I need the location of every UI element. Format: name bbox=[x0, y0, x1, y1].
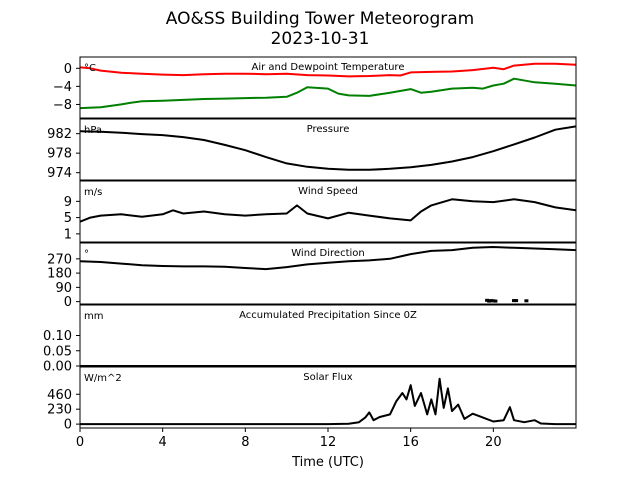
wind_direction-scatter-point-7 bbox=[524, 299, 529, 303]
pressure-frame bbox=[79, 118, 577, 181]
panel-precipitation: 0.100.050.00 mm Accumulated Precipitation … bbox=[43, 304, 577, 375]
panel-pressure: 982 978 974 hPa Pressure bbox=[47, 118, 577, 181]
temperature-frame bbox=[79, 56, 577, 119]
solar_flux-ytick-label-1: 230 bbox=[47, 403, 72, 418]
pressure-ytick-label-1: 978 bbox=[47, 147, 72, 162]
solar_flux-unit-label: W/m^2 bbox=[84, 373, 122, 384]
wind_speed-ytick-label-0: 9 bbox=[64, 195, 72, 210]
solar_flux-ytick-label-0: 460 bbox=[47, 388, 72, 403]
x-axis: 0 4 8 12 16 20 bbox=[76, 428, 502, 450]
pressure-series-line-0 bbox=[80, 125, 576, 171]
wind_direction-data bbox=[80, 246, 576, 303]
wind_direction-series-line-0 bbox=[80, 246, 576, 271]
wind_speed-unit-label: m/s bbox=[84, 187, 102, 198]
figure-title: AO&SS Building Tower Meteorogram bbox=[166, 9, 474, 29]
wind_speed-data bbox=[80, 198, 576, 223]
wind_direction-ytick-label-2: 90 bbox=[55, 281, 72, 296]
xtick-label-1: 4 bbox=[159, 435, 167, 450]
temperature-title: Air and Dewpoint Temperature bbox=[252, 62, 405, 73]
temperature-ytick-label-2: −8 bbox=[53, 98, 72, 113]
x-axis-label: Time (UTC) bbox=[291, 455, 364, 470]
wind_direction-unit-label: ° bbox=[84, 249, 89, 260]
precipitation-ytick-label-0: 0.10 bbox=[43, 329, 72, 344]
wind_speed-frame bbox=[79, 180, 577, 243]
xtick-label-3: 12 bbox=[320, 435, 337, 450]
wind_direction-scatter-point-5 bbox=[512, 299, 516, 303]
wind_direction-scatter-point-6 bbox=[514, 299, 519, 303]
solar_flux-ytick-label-2: 0 bbox=[64, 418, 72, 433]
wind_speed-series-line-0 bbox=[80, 198, 576, 223]
xtick-label-4: 16 bbox=[402, 435, 419, 450]
wind_direction-scatter-point-3 bbox=[491, 299, 496, 303]
solar_flux-title: Solar Flux bbox=[303, 372, 353, 383]
temperature-series-line-1 bbox=[80, 77, 576, 110]
temperature-unit-label: °C bbox=[84, 63, 96, 74]
wind_speed-ytick-label-1: 5 bbox=[64, 211, 72, 226]
xtick-label-5: 20 bbox=[485, 435, 502, 450]
wind_speed-ytick-label-2: 1 bbox=[64, 227, 72, 242]
precipitation-unit-label: mm bbox=[84, 311, 103, 322]
wind_direction-ytick-label-3: 0 bbox=[64, 295, 72, 310]
solar_flux-series-line-0 bbox=[80, 377, 576, 426]
panels-group: 0 −4 −8 °C Air and Dewpoint Temperature 982 97… bbox=[43, 56, 577, 433]
wind_direction-ytick-label-1: 180 bbox=[47, 267, 72, 282]
temperature-ytick-label-0: 0 bbox=[64, 62, 72, 77]
wind_direction-title: Wind Direction bbox=[291, 248, 365, 259]
pressure-title: Pressure bbox=[307, 124, 350, 135]
wind_direction-scatter-point-4 bbox=[493, 299, 498, 303]
pressure-data bbox=[80, 125, 576, 171]
xtick-label-0: 0 bbox=[76, 435, 84, 450]
pressure-ytick-label-0: 982 bbox=[47, 127, 72, 142]
xtick-label-2: 8 bbox=[241, 435, 249, 450]
temperature-ytick-label-1: −4 bbox=[53, 80, 72, 95]
wind_direction-scatter-point-0 bbox=[485, 298, 490, 302]
precipitation-title: Accumulated Precipitation Since 0Z bbox=[239, 310, 417, 321]
pressure-unit-label: hPa bbox=[84, 125, 102, 136]
pressure-ytick-label-2: 974 bbox=[47, 166, 72, 181]
panel-temperature: 0 −4 −8 °C Air and Dewpoint Temperature bbox=[53, 56, 577, 119]
figure-date: 2023-10-31 bbox=[271, 29, 370, 49]
precipitation-ytick-label-2: 0.00 bbox=[43, 360, 72, 375]
precipitation-ytick-label-1: 0.05 bbox=[43, 344, 72, 359]
wind_speed-title: Wind Speed bbox=[298, 186, 358, 197]
solar_flux-data bbox=[80, 377, 576, 426]
temperature-data bbox=[80, 62, 576, 110]
wind_direction-scatter-point-1 bbox=[487, 299, 492, 303]
temperature-series-line-0 bbox=[80, 62, 576, 78]
panel-wind_speed: 951 m/s Wind Speed bbox=[64, 180, 577, 243]
wind_direction-ytick-label-0: 270 bbox=[47, 252, 72, 267]
